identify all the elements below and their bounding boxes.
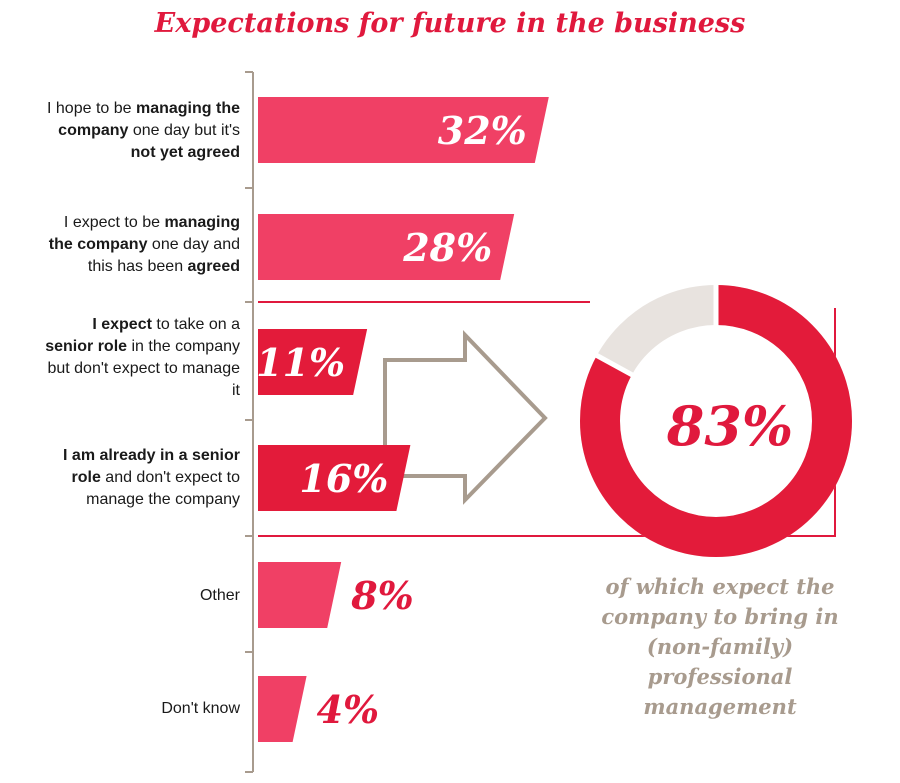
category-label: I expect to be managing the company one … <box>40 212 240 278</box>
category-label-segment: and don't expect to manage the company <box>86 469 240 508</box>
donut-separator <box>594 352 634 378</box>
category-label-segment: not yet agreed <box>130 144 240 161</box>
category-label-segment: to take on a <box>151 316 240 333</box>
category-label-segment: I expect to be <box>63 214 165 231</box>
donut-value-label: 83% <box>666 394 794 458</box>
bar-value-label: 16% <box>299 456 388 501</box>
category-label-segment: one day and this has been <box>87 236 240 275</box>
category-label: Other <box>40 585 240 607</box>
category-label-segment: agreed <box>187 258 240 275</box>
category-label-segment: I am already in a senior role <box>63 447 240 486</box>
chart-title: Expectations for future in the business <box>154 8 746 39</box>
category-label-segment: Other <box>199 587 240 604</box>
category-label: I expect to take on a senior role in the… <box>40 314 240 402</box>
bar <box>258 562 342 628</box>
category-label: I hope to be managing the company one da… <box>40 98 240 164</box>
category-label-segment: managing the company <box>48 214 240 253</box>
category-label-segment: managing the company <box>58 100 240 139</box>
category-label-segment: I hope to be <box>47 100 136 117</box>
category-label: Don't know <box>40 698 240 720</box>
arrow-shape <box>383 330 548 505</box>
bar <box>258 329 368 395</box>
bar <box>258 445 411 511</box>
bar-value-label: 28% <box>402 225 492 270</box>
category-label-segment: in the company but don't expect to manag… <box>47 338 240 399</box>
bar-value-label: 8% <box>350 573 414 618</box>
bar <box>258 214 515 280</box>
category-label: I am already in a senior role and don't … <box>40 445 240 511</box>
donut-note: of which expect the company to bring in … <box>601 574 839 719</box>
bar <box>258 97 549 163</box>
category-label-segment: senior role <box>45 338 128 355</box>
category-label-segment: Don't know <box>161 700 240 717</box>
bar <box>258 676 307 742</box>
category-label-segment: I expect <box>92 316 152 333</box>
bar-value-label: 32% <box>438 108 527 153</box>
bar-value-label: 4% <box>317 687 380 732</box>
category-label-segment: one day but it's <box>128 122 240 139</box>
bar-value-label: 11% <box>256 340 345 385</box>
